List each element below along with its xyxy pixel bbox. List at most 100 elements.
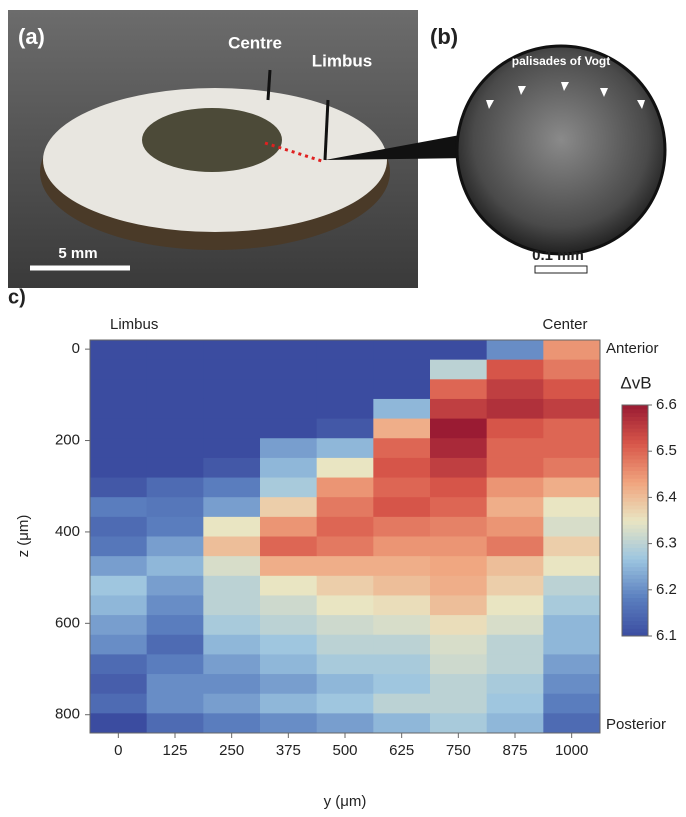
cell: [430, 575, 488, 596]
cell: [260, 536, 318, 557]
cornea-centre: [142, 108, 282, 172]
cell: [203, 693, 261, 714]
heatmap: [90, 340, 600, 733]
cell: [543, 438, 600, 459]
needle: [266, 69, 272, 101]
cell: [486, 634, 544, 655]
cell: [486, 438, 544, 459]
arrowhead: [600, 88, 608, 97]
cell: [260, 418, 318, 439]
cell: [486, 693, 544, 714]
cell: [146, 693, 204, 714]
cell: [486, 398, 544, 420]
cell: [430, 340, 488, 361]
cell: [260, 674, 318, 695]
cell: [203, 615, 261, 636]
cell: [486, 575, 544, 596]
colorbar-tick-label: 6.3: [656, 535, 677, 552]
colorbar-segment: [622, 478, 648, 483]
micrograph: [455, 44, 667, 256]
cell: [260, 575, 318, 596]
cell: [373, 516, 431, 537]
colorbar-segment: [622, 508, 648, 514]
colorbar-segment: [622, 455, 648, 460]
cell: [486, 359, 544, 380]
y-tick-label: 200: [55, 432, 80, 449]
colorbar-label: ΔvB: [620, 373, 651, 392]
cell: [146, 516, 204, 537]
cell: [373, 477, 431, 498]
cell: [203, 556, 261, 577]
cell: [316, 457, 374, 479]
x-tick-label: 1000: [555, 742, 588, 759]
cell: [90, 398, 148, 420]
cell: [430, 595, 488, 616]
cell: [146, 654, 204, 675]
cell: [90, 457, 148, 479]
panel-b: (b) palisades of Vogt 0.1 mm: [430, 24, 667, 274]
panel-label: c): [8, 286, 26, 308]
cell: [430, 693, 488, 714]
cell: [146, 595, 204, 616]
arrowhead: [518, 86, 526, 95]
cell: [316, 418, 374, 439]
colorbar-segment: [622, 458, 648, 464]
colorbar-tick-label: 6.2: [656, 581, 677, 598]
cell: [203, 379, 261, 400]
panel-a: (a) Centre Limbus 5 mm: [8, 10, 470, 288]
cell: [260, 477, 318, 498]
colorbar-segment: [622, 616, 648, 622]
colorbar-tick-label: 6.6: [656, 396, 677, 413]
cell: [90, 654, 148, 675]
cell: [146, 556, 204, 577]
cell: [316, 497, 374, 518]
x-tick-label: 625: [389, 742, 414, 759]
cell: [203, 398, 261, 420]
x-tick-label: 0: [114, 742, 122, 759]
cell: [543, 340, 600, 361]
cell: [146, 536, 204, 557]
cell: [373, 634, 431, 655]
cell: [146, 359, 204, 380]
cell: [430, 536, 488, 557]
colorbar-segment: [622, 408, 648, 414]
cell: [316, 398, 374, 420]
cell: [373, 497, 431, 518]
cell: [90, 713, 148, 733]
cell: [90, 379, 148, 400]
colorbar-segment: [622, 466, 648, 471]
cell: [486, 674, 544, 695]
cell: [486, 654, 544, 675]
cell: [260, 556, 318, 577]
colorbar-segment: [622, 462, 648, 468]
cell: [203, 457, 261, 479]
cell: [203, 674, 261, 695]
colorbar-segment: [622, 559, 648, 564]
annotation: palisades of Vogt: [512, 54, 610, 68]
cell: [90, 674, 148, 695]
cell: [430, 674, 488, 695]
cell: [203, 340, 261, 361]
cell: [486, 457, 544, 479]
cell: [373, 713, 431, 733]
cell: [373, 457, 431, 479]
y-tick-label: 0: [72, 340, 80, 357]
cell: [430, 418, 488, 439]
colorbar-segment: [622, 428, 648, 433]
cell: [260, 713, 318, 733]
y-tick-label: 600: [55, 614, 80, 631]
cell: [373, 379, 431, 400]
cell: [430, 379, 488, 400]
cell: [90, 359, 148, 380]
colorbar-segment: [622, 505, 648, 510]
annotation: Posterior: [606, 716, 666, 733]
cell: [373, 418, 431, 439]
cell: [316, 693, 374, 714]
cell: [543, 654, 600, 675]
cell: [203, 634, 261, 655]
scale-label: 5 mm: [58, 245, 97, 262]
needle: [323, 99, 330, 161]
x-tick-label: 750: [446, 742, 471, 759]
colorbar-segment: [622, 474, 648, 479]
cell: [146, 713, 204, 733]
